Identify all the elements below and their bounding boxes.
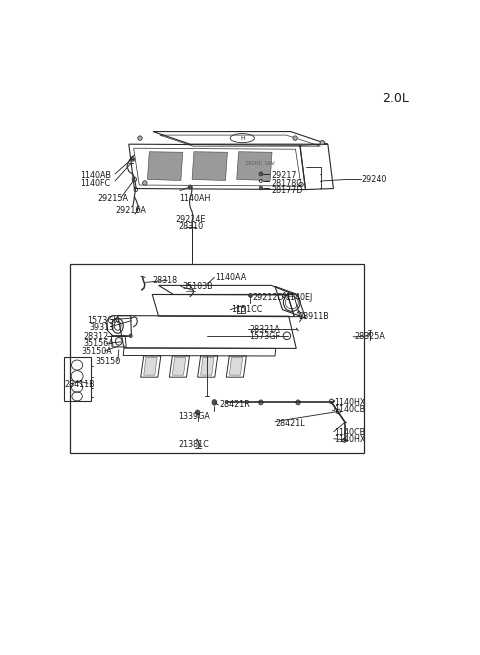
Text: 1573GF: 1573GF xyxy=(249,332,280,341)
Text: 1140HX: 1140HX xyxy=(335,435,366,444)
Text: 39313: 39313 xyxy=(89,323,114,331)
Text: 29240: 29240 xyxy=(361,175,387,184)
Text: 1151CC: 1151CC xyxy=(231,305,263,314)
Text: 1140AH: 1140AH xyxy=(179,194,210,203)
Ellipse shape xyxy=(138,136,142,140)
Text: 29214E: 29214E xyxy=(175,215,206,224)
Text: 1140CB: 1140CB xyxy=(335,428,366,437)
Ellipse shape xyxy=(368,333,371,335)
Ellipse shape xyxy=(131,157,134,161)
Polygon shape xyxy=(147,152,183,181)
Bar xyxy=(64,357,91,402)
Text: 1140AB: 1140AB xyxy=(81,171,111,180)
Text: 1140EJ: 1140EJ xyxy=(285,293,312,302)
Text: 28911B: 28911B xyxy=(298,312,329,321)
Text: 28318: 28318 xyxy=(152,276,178,285)
Text: 1573GK: 1573GK xyxy=(87,316,119,325)
Polygon shape xyxy=(192,152,228,181)
Ellipse shape xyxy=(293,136,297,140)
Text: 28411B: 28411B xyxy=(64,380,95,388)
Text: 28310: 28310 xyxy=(178,223,204,231)
Text: 28325A: 28325A xyxy=(354,332,385,341)
Text: 1140HX: 1140HX xyxy=(335,398,366,407)
Text: 28312: 28312 xyxy=(83,332,108,341)
Text: 1339GA: 1339GA xyxy=(178,412,210,421)
Ellipse shape xyxy=(129,334,132,337)
Text: 28178C: 28178C xyxy=(271,179,302,187)
Text: H: H xyxy=(240,136,245,141)
Polygon shape xyxy=(237,152,272,181)
Bar xyxy=(237,306,245,313)
Text: 21381C: 21381C xyxy=(178,440,209,449)
Text: 28177D: 28177D xyxy=(271,185,303,195)
Ellipse shape xyxy=(320,140,324,145)
Ellipse shape xyxy=(259,172,263,176)
Text: 28421L: 28421L xyxy=(276,419,305,428)
Ellipse shape xyxy=(259,186,263,190)
Ellipse shape xyxy=(143,181,147,185)
Ellipse shape xyxy=(296,400,300,405)
Text: 2.0L: 2.0L xyxy=(382,92,408,105)
Text: 28321A: 28321A xyxy=(249,325,280,334)
Ellipse shape xyxy=(259,400,263,405)
Polygon shape xyxy=(201,358,214,375)
Text: 29212D: 29212D xyxy=(252,293,284,302)
Polygon shape xyxy=(144,358,157,375)
Ellipse shape xyxy=(299,182,303,187)
Text: 35156A: 35156A xyxy=(83,339,114,348)
Ellipse shape xyxy=(188,185,192,189)
Polygon shape xyxy=(229,358,243,375)
Text: 29215A: 29215A xyxy=(97,194,128,202)
Text: 35150A: 35150A xyxy=(82,347,112,356)
Text: 35103B: 35103B xyxy=(182,282,213,291)
Text: DOHC 16V: DOHC 16V xyxy=(246,161,276,166)
Polygon shape xyxy=(172,358,186,375)
Text: 29217: 29217 xyxy=(271,171,297,180)
Text: 1140AA: 1140AA xyxy=(216,273,247,282)
Ellipse shape xyxy=(212,400,217,405)
Bar xyxy=(71,264,363,453)
Ellipse shape xyxy=(195,410,200,415)
Text: 29216A: 29216A xyxy=(115,206,146,215)
Text: 1140CB: 1140CB xyxy=(335,405,366,414)
Ellipse shape xyxy=(249,293,252,297)
Text: 1140FC: 1140FC xyxy=(81,179,110,187)
Text: 35150: 35150 xyxy=(96,356,120,365)
Text: 28421R: 28421R xyxy=(219,400,250,409)
